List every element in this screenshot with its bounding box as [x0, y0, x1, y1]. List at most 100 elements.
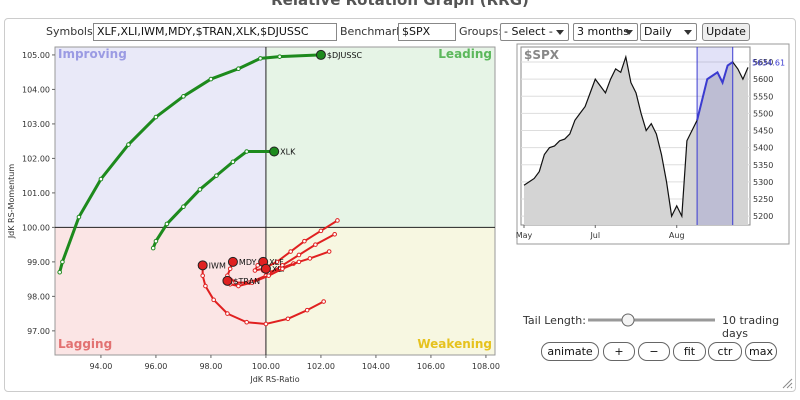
- tail-point: [326, 249, 332, 254]
- x-tick-label: 98.00: [199, 362, 222, 371]
- y-tick-label: 5400: [753, 144, 773, 153]
- tail-point: [263, 321, 269, 327]
- x-tick-label: 106.00: [417, 362, 445, 371]
- tail-point: [57, 269, 62, 275]
- plot-frame: [54, 46, 496, 356]
- tail-point: [307, 256, 313, 261]
- tail-point: [304, 307, 310, 313]
- benchmark-input[interactable]: $SPX: [398, 23, 456, 41]
- head-point: [222, 275, 233, 286]
- x-tick-label: Jul: [589, 231, 600, 240]
- tail-point: [153, 238, 159, 244]
- head-point: [227, 256, 238, 267]
- spx-highlight-line: [696, 61, 734, 121]
- series-label: XLK: [280, 148, 296, 157]
- x-tick-label: 102.00: [307, 362, 335, 371]
- y-tick-label: 98.00: [27, 292, 50, 301]
- tool-button[interactable]: ctr: [708, 342, 742, 361]
- x-tick-label: 108.00: [472, 362, 500, 371]
- y-tick-label: 5550: [753, 92, 773, 101]
- series-label: $DJUSSC: [327, 51, 363, 60]
- highlight-band: [697, 47, 733, 225]
- x-tick-label: 96.00: [144, 362, 167, 371]
- tail-point: [203, 283, 208, 289]
- tail-point: [285, 316, 291, 322]
- symbols-input[interactable]: XLF,XLI,IWM,MDY,$TRAN,XLK,$DJUSSC: [93, 23, 337, 41]
- head-point: [315, 49, 326, 60]
- y-tick-label: 5200: [753, 212, 773, 221]
- y-tick-label: 5450: [753, 127, 773, 136]
- quadrant: [55, 47, 266, 228]
- x-tick-label: 94.00: [89, 362, 112, 371]
- y-tick-label: 99.00: [27, 258, 50, 267]
- series-label: $TRAN: [233, 277, 260, 286]
- tool-button[interactable]: animate: [541, 342, 599, 361]
- tail-point: [280, 266, 285, 272]
- quadrant-label: Lagging: [58, 337, 112, 351]
- tail-point: [181, 204, 186, 209]
- head-point: [269, 146, 280, 157]
- quadrant-label: Leading: [438, 47, 492, 61]
- resize-grip: [786, 382, 793, 389]
- tail-point: [288, 249, 293, 254]
- tail-label: Tail Length:: [523, 314, 586, 327]
- series-label: IWM: [209, 261, 226, 270]
- x-tick-label: Aug: [669, 231, 685, 240]
- tail-line: [58, 53, 321, 273]
- y-tick-label: 5350: [753, 161, 773, 170]
- head-point: [260, 263, 271, 274]
- tail-point: [181, 94, 186, 99]
- tail-point: [211, 297, 216, 303]
- tool-button[interactable]: +: [603, 342, 635, 361]
- series-label: XLI: [272, 265, 284, 274]
- tail-point: [332, 231, 337, 237]
- tail-point: [126, 142, 131, 147]
- y-tick-label: 101.00: [22, 189, 50, 198]
- tail-point: [236, 283, 241, 289]
- y-tick-label: 102.00: [22, 154, 50, 163]
- y-tick-label: 105.00: [22, 51, 50, 60]
- slider-knob[interactable]: [621, 313, 635, 327]
- tail-point: [98, 176, 104, 182]
- quadrant: [55, 227, 266, 355]
- tail-point: [230, 159, 236, 165]
- y-tick-label: 97.00: [27, 327, 50, 336]
- tail-point: [244, 319, 249, 325]
- tail-point: [233, 280, 238, 285]
- series-label: MDY: [239, 258, 257, 267]
- update-button[interactable]: Update: [702, 23, 750, 41]
- head-point: [197, 260, 208, 271]
- y-tick-label: 5250: [753, 195, 773, 204]
- quadrant: [265, 227, 495, 355]
- tail-point: [60, 259, 65, 265]
- benchmark-label: Benchmark:: [340, 25, 407, 38]
- x-tick-label: 104.00: [362, 362, 390, 371]
- tail-point: [277, 54, 282, 59]
- tail-point: [225, 311, 230, 316]
- tail-point: [164, 221, 170, 227]
- tail-point: [252, 268, 258, 273]
- tool-button[interactable]: fit: [673, 342, 706, 361]
- tail-point: [296, 259, 302, 265]
- y-tick-label: 5600: [753, 75, 773, 84]
- y-tick-label: 104.00: [22, 85, 50, 94]
- quadrant: [265, 47, 495, 228]
- y-tick-label: 5300: [753, 178, 773, 187]
- tail-line: [226, 233, 336, 284]
- spx-area: [524, 56, 748, 225]
- frequency-select[interactable]: Daily: [640, 23, 697, 41]
- spx-title: $SPX: [524, 48, 560, 62]
- period-select[interactable]: 3 months: [573, 23, 638, 41]
- tool-button[interactable]: max: [745, 342, 777, 361]
- tool-button[interactable]: −: [638, 342, 670, 361]
- tail-point: [335, 218, 340, 223]
- tail-point: [200, 273, 205, 278]
- page-title: Relative Rotation Graph (RRG): [271, 0, 529, 9]
- groups-select[interactable]: - Select -: [500, 23, 569, 41]
- tail-point: [236, 66, 241, 72]
- series-label: XLF: [269, 258, 284, 267]
- tail-line: [201, 265, 325, 325]
- x-tick-label: 100.00: [252, 362, 280, 371]
- tail-point: [197, 187, 203, 192]
